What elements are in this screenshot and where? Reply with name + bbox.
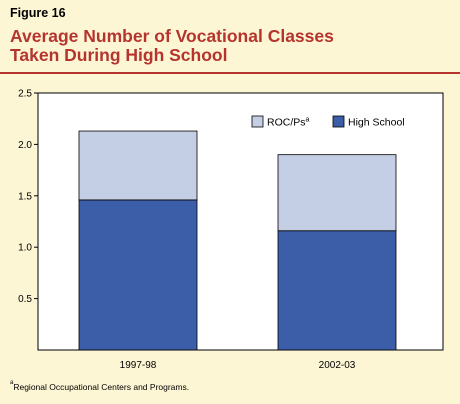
y-tick-label-1: 1.0 xyxy=(18,243,32,254)
figure-label: Figure 16 xyxy=(10,6,66,20)
y-tick-label-4: 2.5 xyxy=(18,89,32,100)
title-rule xyxy=(0,72,460,74)
bar-roc-1997-98 xyxy=(78,130,198,201)
footnote: aRegional Occupational Centers and Progr… xyxy=(10,380,190,392)
footnote-marker: a xyxy=(10,380,14,386)
footnote-text: Regional Occupational Centers and Progra… xyxy=(13,382,190,392)
bar-high-school-2002-03 xyxy=(277,230,397,351)
legend-swatch-roc xyxy=(251,115,264,128)
x-tick-label-1: 2002-03 xyxy=(319,360,356,371)
chart-title-line-2: Taken During High School xyxy=(10,45,228,65)
y-axis: 0.5 1.0 1.5 2.0 2.5 xyxy=(18,89,38,305)
chart-title-line-1: Average Number of Vocational Classes xyxy=(10,26,334,46)
x-axis-labels: 1997-98 2002-03 xyxy=(120,360,356,371)
legend-label-high-school: High School xyxy=(348,117,405,129)
bar-roc-2002-03 xyxy=(277,154,397,232)
y-tick-label-0: 0.5 xyxy=(18,294,32,305)
bars xyxy=(78,130,397,351)
bar-high-school-1997-98 xyxy=(78,199,198,351)
stacked-bar-chart: 0.5 1.0 1.5 2.0 2.5 1997-98 2002-03 ROC/Psa H… xyxy=(18,89,444,371)
x-tick-label-0: 1997-98 xyxy=(120,360,157,371)
legend: ROC/Psa High School xyxy=(251,115,405,129)
y-tick-label-3: 2.0 xyxy=(18,140,32,151)
chart-title: Average Number of Vocational Classes Tak… xyxy=(10,27,334,65)
y-tick-label-2: 1.5 xyxy=(18,191,32,202)
legend-label-roc: ROC/Psa xyxy=(267,117,310,129)
legend-swatch-high-school xyxy=(332,115,345,128)
